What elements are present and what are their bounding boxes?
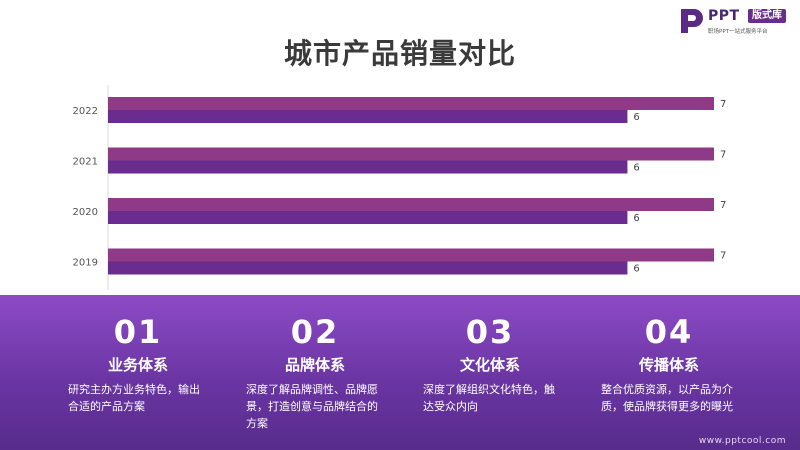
bar-chart: 2022 7 6 2021 7 6 2020 7 6 2019 7 6	[73, 85, 726, 290]
feature-description: 深度了解组织文化特色，触达受众内向	[423, 383, 555, 413]
category-tick-label: 2020	[73, 207, 98, 218]
logo-text: PPT	[708, 8, 740, 24]
feature-number: 03	[465, 313, 515, 351]
bar-series-2	[108, 160, 628, 174]
category-tick-label: 2019	[73, 258, 98, 269]
bar-data-label: 6	[633, 264, 639, 275]
feature-name: 文化体系	[459, 356, 520, 374]
bar-data-label: 6	[633, 213, 639, 224]
feature-name: 业务体系	[107, 356, 168, 374]
bar-data-label: 6	[633, 112, 639, 123]
logo-badge: 版式库	[748, 9, 786, 23]
feature-name: 品牌体系	[284, 356, 345, 374]
category-tick-label: 2021	[73, 157, 98, 168]
feature-band	[0, 295, 800, 450]
feature-description: 整合优质资源，以产品为介质，使品牌获得更多的曝光	[601, 383, 733, 413]
feature-description: 深度了解品牌调性、品牌愿景，打造创意与品牌结合的方案	[246, 383, 378, 430]
bar-series-1	[108, 248, 714, 262]
bar-series-2	[108, 211, 628, 224]
brand-logo: PPT 版式库 职场PPT一站式服务平台	[678, 6, 796, 36]
bar-series-1	[108, 198, 714, 211]
bar-series-2	[108, 110, 628, 123]
bar-data-label: 6	[633, 163, 639, 174]
bar-data-label: 7	[720, 251, 726, 262]
bar-series-2	[108, 261, 628, 275]
feature-number: 01	[113, 313, 163, 351]
bar-series-1	[108, 97, 714, 110]
feature-description: 研究主办方业务特色，输出合适的产品方案	[68, 383, 200, 413]
chart-title: 城市产品销量对比	[283, 37, 516, 70]
website-url: www.pptcool.com	[698, 436, 786, 446]
logo-tagline: 职场PPT一站式服务平台	[708, 29, 768, 35]
bar-series-1	[108, 147, 714, 161]
feature-number: 04	[644, 313, 694, 351]
bar-data-label: 7	[720, 99, 726, 110]
logo-mark-icon	[681, 9, 703, 33]
feature-name: 传播体系	[638, 356, 699, 374]
category-tick-label: 2022	[73, 106, 98, 117]
bar-data-label: 7	[720, 150, 726, 161]
bar-data-label: 7	[720, 200, 726, 211]
feature-number: 02	[290, 313, 340, 351]
